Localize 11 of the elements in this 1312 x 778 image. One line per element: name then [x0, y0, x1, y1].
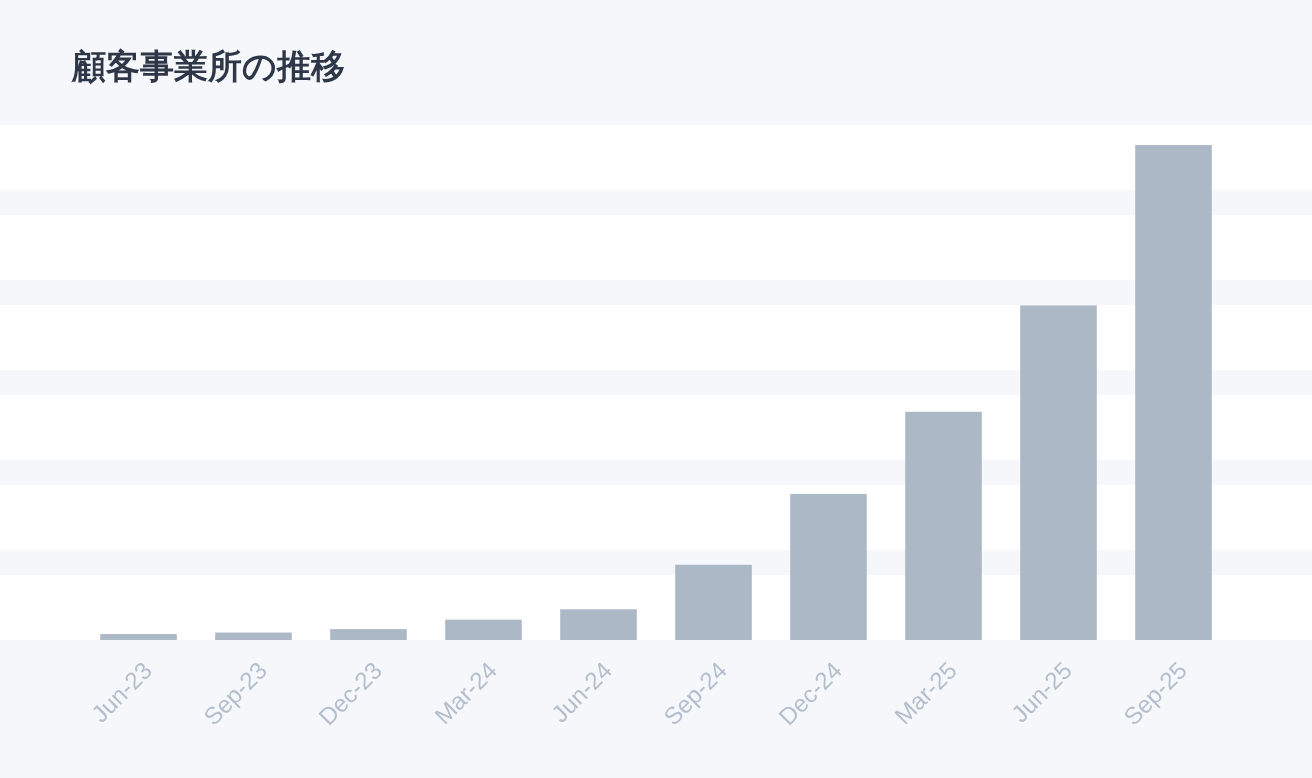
bar — [905, 411, 982, 640]
bar — [1135, 145, 1212, 640]
bar — [330, 629, 407, 640]
chart-title: 顧客事業所の推移 — [71, 46, 345, 86]
bar — [675, 564, 752, 640]
bar — [445, 619, 522, 640]
bar — [1020, 305, 1097, 640]
bar — [790, 493, 867, 640]
bar — [560, 609, 637, 640]
bar — [100, 634, 177, 640]
bar — [215, 632, 292, 640]
